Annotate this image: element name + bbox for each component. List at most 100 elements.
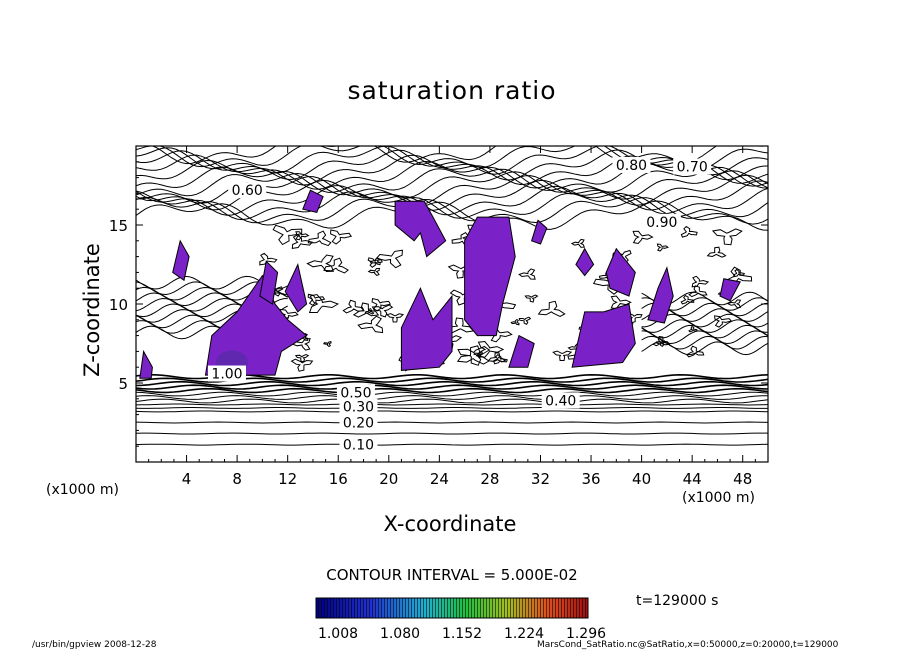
- contour-line-upper: [136, 154, 768, 186]
- contour-label: 0.90: [646, 215, 677, 231]
- contour-blob: [295, 231, 310, 241]
- supersaturated-region: [647, 266, 674, 324]
- contour-line-lower: [136, 395, 768, 400]
- contour-blob: [688, 285, 708, 298]
- supersaturated-region: [284, 262, 308, 313]
- supersaturated-region: [394, 200, 447, 258]
- contour-line-lower: [136, 443, 768, 446]
- x-unit-label-right: (x1000 m): [682, 490, 755, 506]
- supersaturated-region: [400, 286, 453, 371]
- colorbar-tick-label: 1.152: [442, 626, 482, 642]
- colorbar-stripes: [316, 598, 588, 618]
- colorbar-tick-label: 1.224: [504, 626, 544, 642]
- contour-label-bg: [228, 182, 267, 199]
- contour-line-upper: [136, 190, 768, 221]
- contour-line-lower: [136, 403, 768, 406]
- x-tick-label: 36: [581, 470, 600, 488]
- contour-blob: [371, 297, 392, 312]
- contour-blob: [352, 302, 380, 318]
- supersaturated-region: [139, 349, 153, 379]
- contour-blob: [308, 293, 340, 313]
- contour-blob: [510, 318, 520, 326]
- supersaturated-region: [530, 219, 548, 245]
- contour-blob: [291, 234, 314, 249]
- contour-line-upper: [136, 146, 768, 170]
- contour-blob: [714, 315, 733, 328]
- supersaturated-region: [302, 189, 324, 213]
- contour-label-bg: [642, 213, 681, 230]
- contour-blob: [307, 293, 326, 306]
- x-axis-label: X-coordinate: [383, 512, 517, 536]
- y-tick-label: 10: [109, 296, 128, 314]
- contour-blob: [680, 225, 698, 238]
- contour-blob: [306, 254, 335, 273]
- contour-label: 0.30: [343, 400, 374, 416]
- contour-label-bg: [541, 392, 580, 409]
- contour-blob: [290, 358, 314, 372]
- contour-blob: [323, 257, 349, 274]
- contour-blob: [342, 299, 365, 314]
- contour-blob: [323, 340, 332, 348]
- time-label: t=129000 s: [636, 593, 719, 609]
- supersaturated-region: [204, 274, 308, 376]
- x-tick-label: 48: [733, 470, 752, 488]
- x-tick-label: 40: [632, 470, 651, 488]
- contour-line-upper: [136, 149, 768, 181]
- supersaturated-region: [605, 247, 636, 297]
- supersaturated-region: [172, 239, 190, 282]
- contour-blob: [733, 268, 746, 278]
- x-tick-label: 44: [683, 470, 702, 488]
- contour-interval-label: CONTOUR INTERVAL = 5.000E-02: [326, 566, 578, 584]
- contour-label: 0.10: [343, 438, 374, 454]
- x-tick-label: 16: [329, 470, 348, 488]
- contour-blob: [375, 249, 403, 269]
- contour-blob: [367, 257, 383, 268]
- x-tick-label: 24: [430, 470, 449, 488]
- contour-label-bg: [673, 158, 712, 175]
- x-tick-label: 28: [480, 470, 499, 488]
- contour-blob: [552, 350, 573, 361]
- contour-label-bg: [339, 436, 378, 453]
- contour-blob: [518, 268, 536, 280]
- contour-line-upper: [136, 196, 768, 225]
- y-tick-label: 15: [109, 217, 128, 235]
- contour-blob: [279, 308, 299, 322]
- contour-line-lower: [136, 421, 768, 424]
- x-tick-label: 32: [531, 470, 550, 488]
- contour-blob: [364, 308, 375, 315]
- x-tick-label: 12: [278, 470, 297, 488]
- contour-label: 0.40: [545, 393, 576, 409]
- contour-blob: [307, 230, 332, 247]
- contour-blob: [518, 316, 532, 325]
- contour-blob: [386, 313, 405, 323]
- contour-label: 0.70: [677, 160, 708, 176]
- supersaturated-region: [508, 334, 535, 368]
- colorbar-tick-label: 1.296: [566, 626, 606, 642]
- x-unit-label-left: (x1000 m): [46, 482, 119, 498]
- y-tick-label: 5: [118, 375, 128, 393]
- contour-blob: [656, 243, 669, 252]
- contour-line-lower: [136, 398, 768, 404]
- contour-label-bg: [339, 398, 378, 415]
- footer-right: MarsCond_SatRatio.nc@SatRatio,x=0:50000,…: [537, 640, 839, 650]
- contour-blob: [294, 353, 310, 363]
- contour-line-mid: [641, 341, 768, 356]
- contour-label-bg: [208, 365, 247, 382]
- contour-line-lower: [136, 407, 768, 409]
- supersaturated-region: [719, 278, 741, 302]
- contour-label: 1.00: [211, 367, 242, 383]
- contour-blob: [456, 345, 490, 365]
- colorbar-frame: [315, 597, 589, 619]
- contour-blob: [570, 238, 586, 248]
- x-tick-label: 8: [232, 470, 242, 488]
- colorbar-tick-label: 1.008: [318, 626, 358, 642]
- contour-blob: [632, 230, 654, 245]
- supersaturated-region: [575, 247, 595, 277]
- supersaturated-region: [571, 303, 636, 368]
- contour-blob: [726, 299, 742, 309]
- contour-line-upper: [136, 146, 768, 176]
- contour-blob: [477, 340, 505, 358]
- contour-blob: [685, 345, 705, 358]
- contour-blob: [357, 315, 384, 334]
